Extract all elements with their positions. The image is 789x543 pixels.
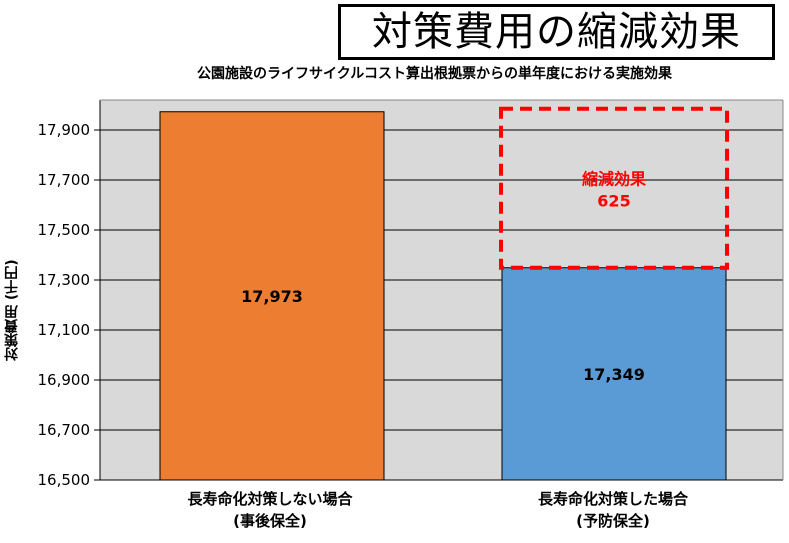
reduction-effect-box — [499, 106, 729, 270]
y-tick-label: 17,900 — [38, 121, 91, 139]
chart-subtitle: 公園施設のライフサイクルコスト算出根拠票からの単年度における実施効果 — [196, 66, 673, 82]
y-tick-label: 17,300 — [38, 271, 91, 289]
y-tick-label: 17,100 — [38, 321, 91, 339]
bar-1 — [159, 111, 385, 481]
y-tick-label: 16,500 — [38, 471, 91, 489]
x-category-label-2-line2: (予防保全) — [576, 512, 650, 530]
y-tick-label: 17,700 — [38, 171, 91, 189]
bar-2 — [501, 267, 727, 481]
y-tick-label: 16,700 — [38, 421, 91, 439]
x-category-label-1: 長寿命化対策しない場合 (事後保全) — [130, 488, 410, 532]
bar-value-label-2: 17,349 — [583, 365, 645, 384]
y-tick-label: 17,500 — [38, 221, 91, 239]
x-category-label-1-line1: 長寿命化対策しない場合 — [187, 490, 353, 508]
x-category-label-2: 長寿命化対策した場合 (予防保全) — [473, 488, 753, 532]
x-category-label-1-line2: (事後保全) — [233, 512, 307, 530]
x-category-label-2-line1: 長寿命化対策した場合 — [537, 490, 688, 508]
chart-title: 対策費用の縮減効果 — [338, 4, 775, 60]
reduction-effect-value: 625 — [597, 191, 630, 210]
y-axis-label: 対策費用 (千円) — [4, 259, 20, 361]
y-tick-label: 16,900 — [38, 371, 91, 389]
bar-value-label-1: 17,973 — [241, 287, 303, 306]
reduction-effect-label: 縮減効果 — [582, 169, 646, 188]
